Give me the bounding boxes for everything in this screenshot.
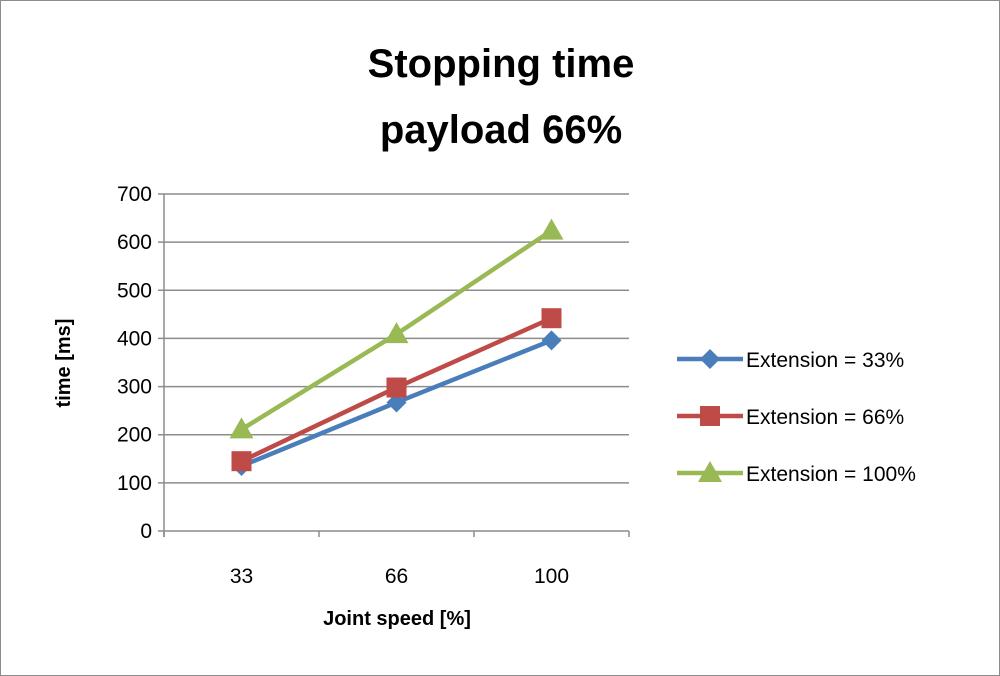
triangle-marker [384, 322, 409, 344]
y-axis-label: time [ms] [53, 319, 75, 408]
square-marker [386, 377, 407, 398]
chart-title-line-1: Stopping time [368, 42, 635, 86]
y-tick-label: 300 [117, 376, 152, 399]
y-tick-label: 500 [117, 279, 152, 302]
legend-item: Extension = 33% [677, 349, 904, 372]
triangle-marker [229, 417, 254, 439]
square-marker [541, 308, 562, 329]
square-marker [700, 406, 720, 426]
legend-label: Extension = 33% [746, 349, 904, 372]
square-marker [231, 451, 252, 472]
series-3 [229, 218, 564, 439]
triangle-marker [539, 218, 564, 240]
x-axis-label: Joint speed [%] [323, 608, 471, 630]
series-2 [231, 308, 562, 472]
chart-title-line-2: payload 66% [380, 108, 622, 152]
legend-item: Extension = 100% [677, 461, 916, 486]
x-tick-label: 100 [534, 565, 569, 588]
diamond-marker [700, 349, 720, 369]
y-tick-label: 100 [117, 472, 152, 495]
triangle-marker [698, 461, 722, 482]
y-tick-label: 700 [117, 183, 152, 206]
y-tick-label: 400 [117, 327, 152, 350]
legend-label: Extension = 66% [746, 406, 904, 429]
x-tick-label: 66 [385, 565, 408, 588]
legend-label: Extension = 100% [746, 463, 916, 486]
x-tick-label: 33 [230, 565, 253, 588]
y-tick-label: 0 [140, 520, 152, 543]
legend-item: Extension = 66% [677, 406, 904, 429]
y-tick-label: 600 [117, 231, 152, 254]
diamond-marker [541, 330, 562, 351]
y-tick-label: 200 [117, 424, 152, 447]
